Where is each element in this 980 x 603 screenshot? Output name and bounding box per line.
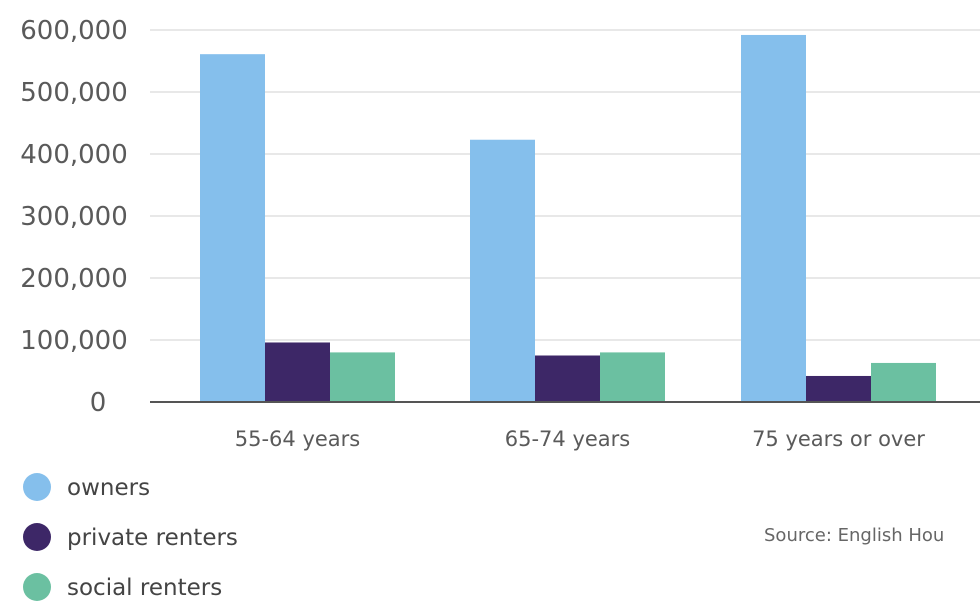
gridlines bbox=[150, 29, 980, 341]
legend: owners private renters social renters bbox=[23, 473, 238, 601]
source-note: Source: English Hou bbox=[764, 525, 944, 546]
x-axis-category-labels: 55-64 years 65-74 years 75 years or over bbox=[235, 427, 926, 451]
y-tick-label: 600,000 bbox=[20, 16, 128, 46]
y-tick-label: 0 bbox=[90, 388, 107, 418]
bar-social-renters-3 bbox=[871, 362, 936, 402]
x-category-label: 75 years or over bbox=[752, 427, 925, 451]
bar-owners-3 bbox=[741, 34, 806, 403]
x-category-label: 55-64 years bbox=[235, 427, 361, 451]
bar-private-renters-2 bbox=[535, 355, 600, 402]
bars bbox=[200, 34, 936, 403]
bar-private-renters-3 bbox=[806, 375, 871, 402]
y-tick-label: 500,000 bbox=[20, 78, 128, 108]
y-tick-label: 400,000 bbox=[20, 140, 128, 170]
legend-swatch-private-renters bbox=[23, 523, 51, 551]
legend-swatch-owners bbox=[23, 473, 51, 501]
bar-social-renters-2 bbox=[600, 352, 665, 402]
legend-label: owners bbox=[67, 475, 150, 501]
legend-swatch-social-renters bbox=[23, 573, 51, 601]
bar-owners-1 bbox=[200, 54, 265, 403]
y-axis-tick-labels: 0 100,000 200,000 300,000 400,000 500,000 600,… bbox=[20, 16, 128, 418]
bar-private-renters-1 bbox=[265, 342, 330, 402]
bar-social-renters-1 bbox=[330, 352, 395, 402]
y-tick-label: 100,000 bbox=[20, 326, 128, 356]
y-tick-label: 300,000 bbox=[20, 202, 128, 232]
bar-owners-2 bbox=[470, 139, 535, 403]
legend-label: private renters bbox=[67, 525, 238, 551]
y-tick-label: 200,000 bbox=[20, 264, 128, 294]
legend-label: social renters bbox=[67, 575, 222, 601]
x-category-label: 65-74 years bbox=[505, 427, 631, 451]
